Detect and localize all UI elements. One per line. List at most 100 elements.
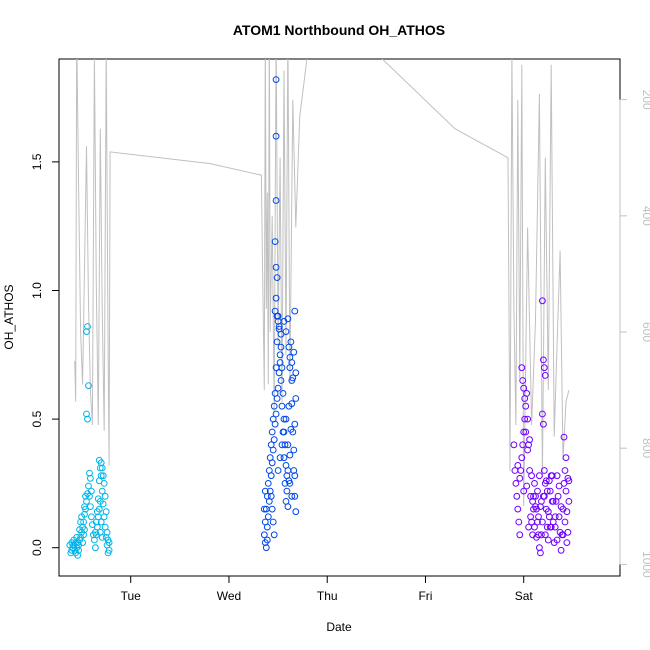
data-point <box>545 477 553 485</box>
x-axis-label: Date <box>326 620 352 634</box>
data-point <box>525 523 532 531</box>
data-point <box>551 523 559 531</box>
data-point <box>537 503 544 511</box>
right-tick-label: 1000 <box>640 551 650 578</box>
data-point <box>93 523 101 531</box>
data-point <box>97 518 105 526</box>
data-point <box>553 536 561 544</box>
y-tick-label: 1.5 <box>30 153 44 170</box>
data-point <box>270 402 278 410</box>
data-point <box>268 428 276 436</box>
data-point <box>291 420 299 428</box>
data-point <box>537 549 544 557</box>
data-point <box>540 492 548 500</box>
data-point <box>85 482 92 490</box>
data-point <box>519 377 527 384</box>
points-layer <box>66 76 573 559</box>
y-axis: 0.0 0.5 1.0 1.5 <box>30 153 60 556</box>
data-point <box>284 467 292 474</box>
data-point <box>543 487 551 495</box>
data-point <box>88 513 95 521</box>
data-point <box>84 415 91 423</box>
data-point <box>278 364 286 372</box>
right-tick-label: 400 <box>640 206 650 226</box>
x-tick-label: Wed <box>217 589 241 603</box>
data-point <box>81 526 88 534</box>
data-point <box>549 498 557 505</box>
data-point <box>261 487 269 495</box>
data-point <box>526 436 533 444</box>
data-point <box>289 374 297 382</box>
data-point <box>98 464 106 472</box>
data-point <box>83 410 90 418</box>
data-point <box>292 369 300 377</box>
x-tick-label: Fri <box>418 589 432 603</box>
y-tick-label: 0.0 <box>30 539 44 556</box>
data-point <box>88 487 95 495</box>
data-point <box>542 477 550 485</box>
data-point <box>518 364 526 372</box>
data-point <box>273 395 281 402</box>
data-point <box>267 472 275 480</box>
data-point <box>286 451 294 459</box>
data-point <box>102 508 110 516</box>
data-point <box>546 487 554 495</box>
data-point <box>68 546 76 554</box>
data-point <box>516 531 524 539</box>
data-point <box>291 472 299 480</box>
data-point <box>548 472 556 480</box>
data-point <box>264 513 272 521</box>
data-point <box>543 523 551 531</box>
secondary-series-layer <box>74 59 570 507</box>
data-point <box>562 487 570 495</box>
data-point <box>272 410 280 418</box>
data-point <box>103 528 111 536</box>
data-point <box>553 472 561 480</box>
data-point <box>268 459 276 467</box>
data-point <box>539 297 546 305</box>
data-point <box>560 433 568 441</box>
data-point <box>92 544 99 552</box>
data-point <box>539 410 546 418</box>
data-point <box>524 446 531 454</box>
data-point <box>284 503 292 511</box>
data-point <box>260 505 268 513</box>
data-point <box>279 390 287 397</box>
data-point <box>510 441 518 449</box>
data-point <box>276 454 284 462</box>
data-point <box>264 480 272 487</box>
data-point <box>520 487 528 495</box>
data-point <box>540 420 547 428</box>
data-point <box>285 343 293 351</box>
data-point <box>272 263 280 271</box>
data-point <box>272 197 280 204</box>
y-axis-label: OH_ATHOS <box>2 284 16 349</box>
data-point <box>263 536 271 544</box>
data-point <box>513 492 521 500</box>
data-point <box>97 472 105 480</box>
data-point <box>288 492 296 500</box>
data-point <box>275 323 283 330</box>
data-point <box>280 415 288 423</box>
data-point <box>84 323 91 330</box>
x-tick-label: Thu <box>317 589 338 603</box>
data-point <box>541 372 549 379</box>
data-point <box>546 523 554 531</box>
data-point <box>283 487 291 495</box>
data-point <box>561 467 569 474</box>
data-point <box>535 513 542 521</box>
data-point <box>273 274 281 282</box>
right-tick-label: 600 <box>640 322 650 342</box>
data-point <box>565 477 573 485</box>
data-point <box>281 441 289 449</box>
data-point <box>267 492 275 500</box>
data-point <box>280 454 288 462</box>
data-point <box>536 472 543 480</box>
data-point <box>96 498 104 505</box>
data-point <box>288 400 296 408</box>
data-point <box>563 539 571 546</box>
data-point <box>268 505 276 513</box>
data-point <box>540 467 548 474</box>
data-point <box>291 307 299 315</box>
x-axis: Tue Wed Thu Fri Sat <box>121 575 533 603</box>
